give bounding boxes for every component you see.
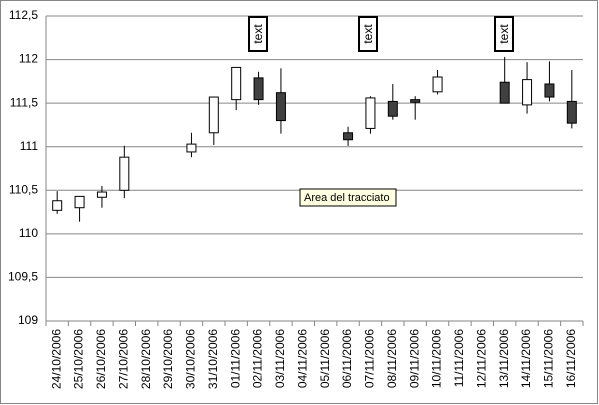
x-tick-label: 02/11/2006: [251, 329, 265, 388]
y-tick-label: 109,5: [8, 270, 38, 284]
x-tick-label: 27/10/2006: [116, 329, 130, 389]
x-tick-label: 31/10/2006: [206, 329, 220, 389]
x-tick-label: 08/11/2006: [385, 329, 399, 388]
y-tick-label: 112: [19, 52, 38, 66]
x-tick-label: 16/11/2006: [564, 329, 578, 388]
x-tick-label: 01/11/2006: [228, 329, 242, 388]
x-tick-label: 25/10/2006: [72, 329, 86, 389]
x-tick-label: 10/11/2006: [430, 329, 444, 388]
annotation-box: [358, 16, 378, 52]
x-tick-label: 30/10/2006: [184, 329, 198, 389]
y-tick-label: 111,5: [10, 95, 39, 109]
y-tick-label: 110: [19, 226, 38, 240]
annotation-text: text: [361, 24, 375, 44]
x-tick-label: 14/11/2006: [519, 329, 533, 388]
x-tick-label: 06/11/2006: [340, 329, 354, 388]
annotation: text: [248, 16, 268, 52]
candle-body: [432, 76, 443, 93]
x-tick-label: 15/11/2006: [542, 329, 556, 388]
x-tick-label: 24/10/2006: [49, 329, 63, 389]
candle-body: [365, 97, 376, 129]
x-tick-label: 26/10/2006: [94, 329, 108, 389]
y-tick-label: 109: [18, 313, 38, 327]
x-tick-label: 07/11/2006: [363, 329, 377, 388]
tooltip: Area del tracciato: [304, 192, 390, 204]
candle-body: [96, 191, 107, 198]
x-tick-label: 13/11/2006: [497, 329, 511, 388]
candle-body: [499, 81, 510, 104]
x-tick-label: 12/11/2006: [474, 329, 488, 388]
x-tick-label: 11/11/2006: [452, 329, 466, 388]
x-tick-label: 04/11/2006: [295, 329, 309, 388]
x-tick-label: 05/11/2006: [318, 329, 332, 388]
x-tick-label: 29/10/2006: [161, 329, 175, 389]
annotation: text: [494, 16, 514, 52]
candle-body: [522, 79, 533, 106]
candle-body: [253, 77, 264, 101]
candle-body: [566, 100, 577, 124]
candle-body: [52, 200, 63, 211]
y-tick-label: 112,5: [9, 8, 38, 22]
candle-body: [208, 96, 219, 134]
candle-body: [410, 99, 421, 103]
annotation-text: text: [497, 24, 511, 44]
candle-body: [74, 195, 85, 209]
candle-body: [119, 156, 130, 191]
x-tick-label: 09/11/2006: [407, 329, 421, 388]
x-tick-label: 28/10/2006: [139, 329, 153, 389]
annotation-box: [494, 16, 514, 52]
candle-body: [231, 66, 242, 101]
annotation-text: text: [251, 24, 265, 44]
candle-body: [387, 100, 398, 117]
annotation: text: [358, 16, 378, 52]
candle-body: [544, 83, 555, 98]
annotation-box: [248, 16, 268, 52]
y-tick-label: 110,5: [9, 182, 38, 196]
tooltip-box: [299, 188, 397, 207]
candle-body: [186, 143, 197, 153]
candle-body: [343, 132, 354, 141]
candle-body: [275, 92, 286, 122]
x-tick-label: 03/11/2006: [273, 329, 287, 388]
y-tick-label: 111: [20, 139, 39, 153]
